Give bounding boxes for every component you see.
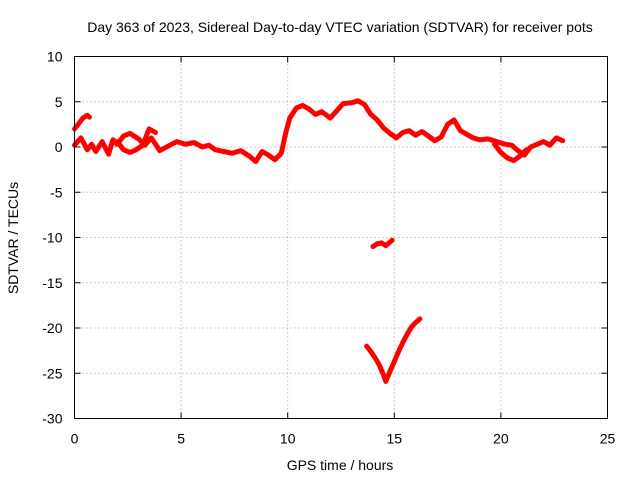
series-early-rise xyxy=(72,112,92,132)
y-axis-label: SDTVAR / TECUs xyxy=(5,182,21,294)
y-tick-label: -15 xyxy=(42,275,62,291)
x-tick-label: 10 xyxy=(280,431,296,447)
tick-layer xyxy=(74,56,608,419)
x-tick-label: 25 xyxy=(600,431,616,447)
y-tick-label: -5 xyxy=(50,184,63,200)
grid-layer xyxy=(74,56,608,419)
x-axis-label: GPS time / hours xyxy=(287,457,394,473)
y-tick-label: 5 xyxy=(55,94,63,110)
plot-frame xyxy=(74,56,608,419)
chart-title: Day 363 of 2023, Sidereal Day-to-day VTE… xyxy=(87,19,593,35)
y-tick-label: 0 xyxy=(55,139,63,155)
series-layer xyxy=(72,98,566,384)
x-tick-label: 0 xyxy=(71,431,79,447)
y-tick-label: -10 xyxy=(42,230,62,246)
y-tick-label: -30 xyxy=(42,411,62,427)
x-tick-labels: 0 5 10 15 20 25 xyxy=(71,431,616,447)
x-tick-label: 15 xyxy=(387,431,403,447)
y-tick-label: -25 xyxy=(42,365,62,381)
series-isolated-1 xyxy=(370,237,395,250)
y-tick-label: -20 xyxy=(42,320,62,336)
series-main xyxy=(72,98,566,164)
y-tick-label: 10 xyxy=(47,49,63,65)
series-low-arc xyxy=(492,141,529,164)
series-isolated-2-vshape xyxy=(364,316,423,384)
x-tick-label: 20 xyxy=(493,431,509,447)
series-dip-branch xyxy=(114,126,158,155)
y-tick-labels: 10 5 0 -5 -10 -15 -20 -25 -30 xyxy=(42,49,62,427)
x-tick-label: 5 xyxy=(177,431,185,447)
